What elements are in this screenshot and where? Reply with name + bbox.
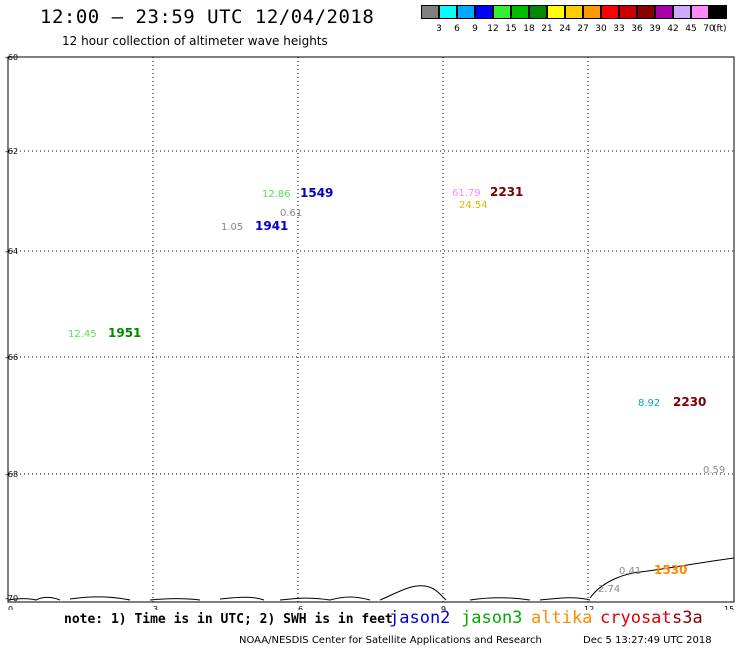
observation-time-label: 1549 xyxy=(300,186,333,200)
coastline xyxy=(7,557,735,601)
graticule xyxy=(8,57,734,602)
color-scale-tick-label: 6 xyxy=(454,24,460,34)
wave-height-label: 12.45 xyxy=(68,329,97,340)
wave-height-label: 24.54 xyxy=(459,200,488,211)
observation-time-label: 1530 xyxy=(654,563,687,577)
color-swatch xyxy=(529,5,547,19)
color-scale-tick-label: 3 xyxy=(436,24,442,34)
altimeter-map: 0 3 6 9 12 15 -60 -62 -64 -66 -68 -70 12.86 1549 0.61… xyxy=(5,53,735,610)
color-scale-tick-label: 9 xyxy=(472,24,478,34)
color-scale-tick-label: 15 xyxy=(505,24,517,34)
color-scale-tick-label: 18 xyxy=(523,24,535,34)
x-tick-label: 3 xyxy=(153,605,158,610)
observation-time-label: 2231 xyxy=(490,185,523,199)
observation-time-label: 1951 xyxy=(108,326,141,340)
color-swatch xyxy=(475,5,493,19)
wave-height-label: 61.79 xyxy=(452,188,481,199)
color-scale-tick-label: 36 xyxy=(631,24,643,34)
wave-height-label: 12.86 xyxy=(262,189,291,200)
legend-altika: altika xyxy=(531,608,593,628)
color-scale-tick-label: 24 xyxy=(559,24,571,34)
x-tick-label: 0 xyxy=(8,605,13,610)
y-tick-label: -66 xyxy=(5,353,18,362)
map-subtitle: 12 hour collection of altimeter wave hei… xyxy=(62,34,328,48)
map-frame xyxy=(7,56,735,603)
y-tick-label: -62 xyxy=(5,147,18,156)
wave-height-label: 0.61 xyxy=(280,208,302,219)
color-swatch xyxy=(655,5,673,19)
legend-cryosat: cryosat xyxy=(600,608,672,628)
color-swatch xyxy=(565,5,583,19)
color-scale-tick-label: 42 xyxy=(667,24,679,34)
color-swatch xyxy=(619,5,637,19)
color-swatch xyxy=(601,5,619,19)
color-scale-tick-label: 12 xyxy=(487,24,499,34)
x-tick-label: 12 xyxy=(584,605,594,610)
color-swatch xyxy=(493,5,511,19)
color-scale-tick-label: 27 xyxy=(577,24,589,34)
color-swatch xyxy=(637,5,655,19)
wave-height-label: 2.74 xyxy=(598,584,620,595)
color-scale-tick-label: 30 xyxy=(595,24,607,34)
x-tick-label: 6 xyxy=(298,605,303,610)
color-scale-tick-label: 39 xyxy=(649,24,661,34)
generated-timestamp: Dec 5 13:27:49 UTC 2018 xyxy=(583,635,712,646)
legend-jason2: jason2 xyxy=(389,608,451,628)
legend-jason3: jason3 xyxy=(461,608,523,628)
color-scale-tick-label: 33 xyxy=(613,24,625,34)
color-swatch xyxy=(421,5,439,19)
wave-height-label: 1.05 xyxy=(221,222,243,233)
x-tick-label: 9 xyxy=(441,605,446,610)
x-tick-label: 15 xyxy=(724,605,734,610)
wave-height-label: 8.92 xyxy=(638,398,660,409)
map-title: 12:00 – 23:59 UTC 12/04/2018 xyxy=(40,6,375,28)
legend-s3a: s3a xyxy=(672,608,703,628)
y-tick-label: -70 xyxy=(5,594,18,603)
axis-ticks: 0 3 6 9 12 15 -60 -62 -64 -66 -68 -70 xyxy=(5,53,734,610)
color-swatch xyxy=(511,5,529,19)
observation-time-label: 2230 xyxy=(673,395,706,409)
y-tick-label: -60 xyxy=(5,53,18,62)
color-swatch xyxy=(673,5,691,19)
y-tick-label: -64 xyxy=(5,247,18,256)
color-swatch xyxy=(547,5,565,19)
color-swatch xyxy=(709,5,727,19)
color-scale-unit: (ft) xyxy=(713,24,727,34)
y-tick-label: -68 xyxy=(5,470,18,479)
color-scale-tick-label: 70 xyxy=(703,24,715,34)
color-swatch xyxy=(691,5,709,19)
wave-height-label: 0.59 xyxy=(703,465,725,476)
footer-note: note: 1) Time is in UTC; 2) SWH is in fe… xyxy=(64,612,393,627)
color-scale-tick-label: 45 xyxy=(685,24,697,34)
wave-height-label: 0.41 xyxy=(619,566,641,577)
color-swatch xyxy=(457,5,475,19)
color-swatch xyxy=(583,5,601,19)
observation-time-label: 1941 xyxy=(255,219,288,233)
color-swatch xyxy=(439,5,457,19)
color-scale-tick-label: 21 xyxy=(541,24,553,34)
credit-text: NOAA/NESDIS Center for Satellite Applica… xyxy=(239,635,542,646)
